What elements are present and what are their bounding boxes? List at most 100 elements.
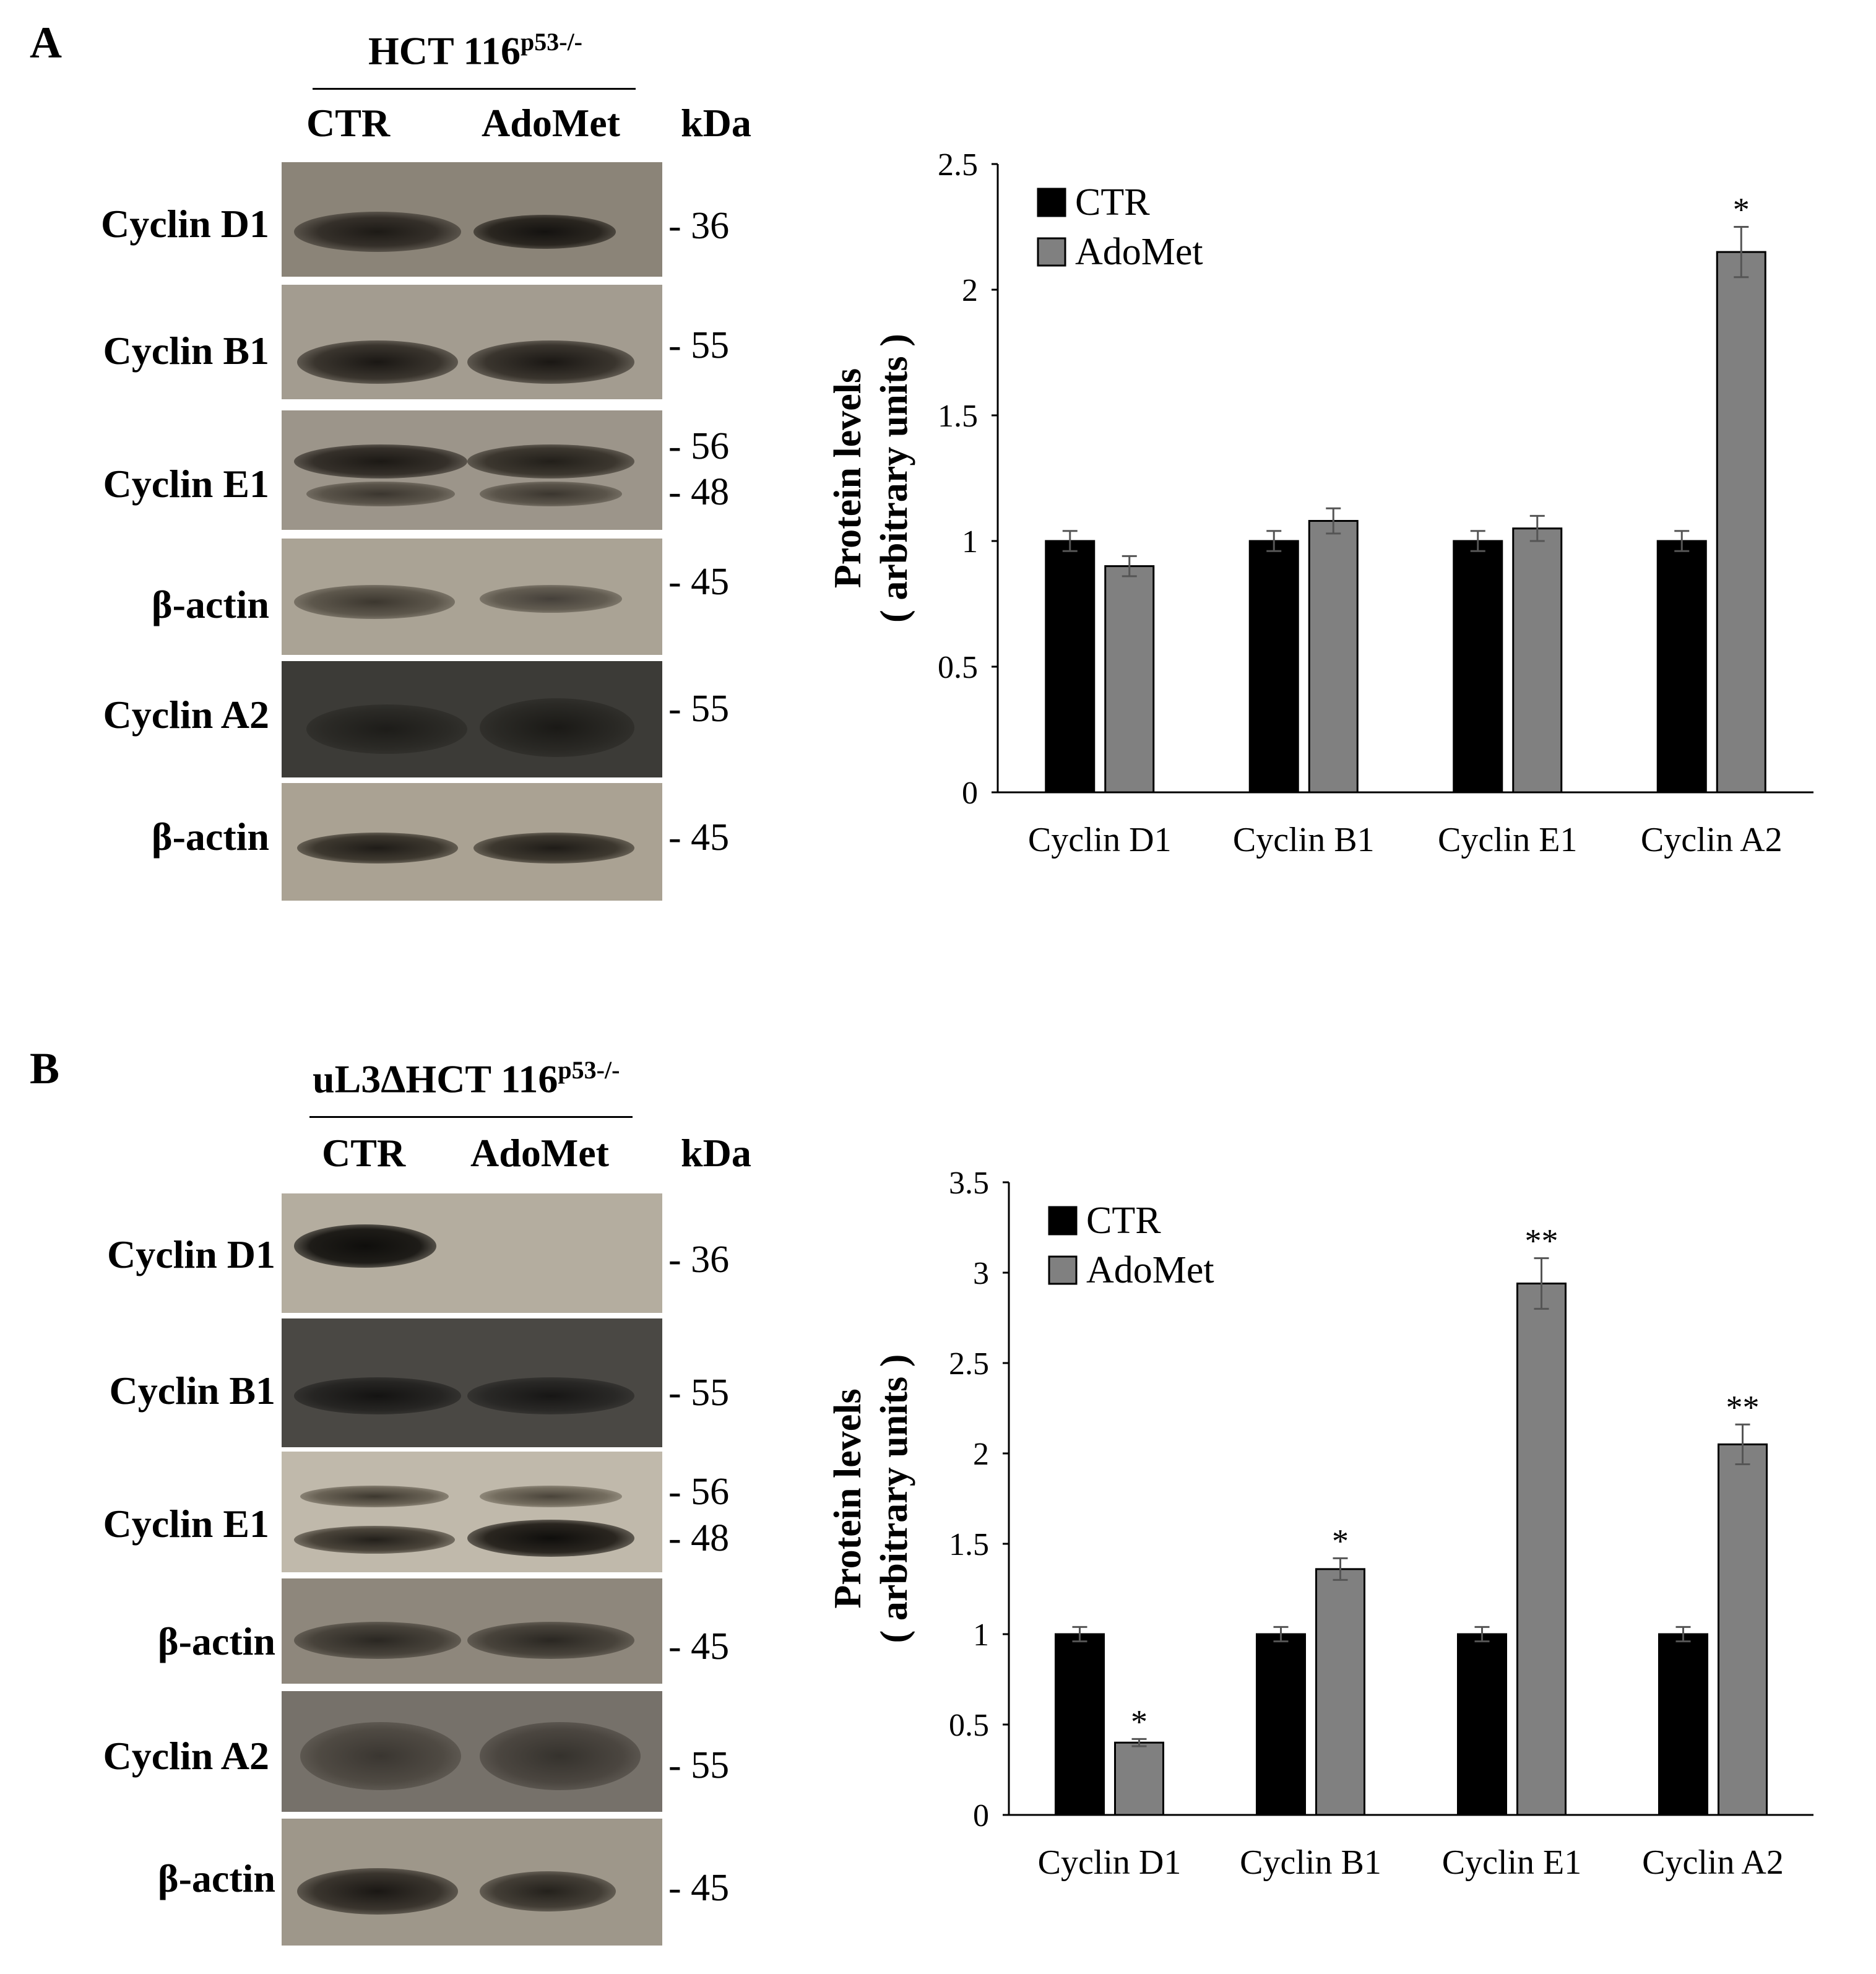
x-tick-label: Cyclin E1 <box>1438 821 1578 859</box>
kda-marker: - 36 <box>668 205 730 247</box>
x-tick-label: Cyclin A2 <box>1641 821 1783 859</box>
blot-image <box>282 539 662 655</box>
band <box>467 1377 634 1414</box>
blot-label: Cyclin D1 <box>101 202 269 246</box>
significance-marker: ** <box>1726 1388 1760 1426</box>
significance-marker: * <box>1131 1703 1148 1740</box>
blot-image <box>282 1318 662 1447</box>
kda-marker: - 36 <box>668 1239 730 1281</box>
band <box>473 215 616 249</box>
band <box>467 340 634 384</box>
bar-adomet-cyclin-b1 <box>1315 1568 1365 1816</box>
legend-swatch-adomet <box>1037 237 1066 267</box>
band <box>300 1722 461 1790</box>
band <box>473 833 634 864</box>
kda-header: kDa <box>681 1131 751 1175</box>
bar-adomet-cyclin-a2 <box>1716 251 1766 794</box>
band <box>480 698 634 757</box>
band <box>294 444 467 478</box>
bar-ctr-cyclin-b1 <box>1248 540 1299 794</box>
band <box>480 585 622 613</box>
bar-adomet-cyclin-b1 <box>1308 520 1359 794</box>
blot-label: Cyclin A2 <box>103 1734 269 1778</box>
y-tick-label: 2 <box>973 1437 989 1472</box>
cell-line-name: HCT 116 <box>368 28 521 73</box>
legend-swatch-ctr <box>1037 188 1066 217</box>
blot-label: Cyclin B1 <box>109 1369 275 1413</box>
band <box>294 1622 461 1659</box>
legend-label-ctr: CTR <box>1086 1200 1161 1242</box>
blot-label: β-actin <box>151 582 269 626</box>
y-tick-label: 2.5 <box>938 147 978 183</box>
y-tick-label: 0 <box>973 1798 989 1833</box>
blot-image <box>282 1452 662 1572</box>
blot-image <box>282 1193 662 1313</box>
panel-letter-b: B <box>30 1044 60 1093</box>
significance-marker: ** <box>1525 1223 1558 1260</box>
y-tick-label: 3.5 <box>949 1166 989 1201</box>
band <box>480 482 622 506</box>
blot-label: β-actin <box>157 1619 275 1663</box>
x-tick-label: Cyclin B1 <box>1233 821 1375 859</box>
cell-line-name: uL3ΔHCT 116 <box>313 1057 558 1101</box>
band <box>480 1871 616 1911</box>
y-tick-label: 0 <box>962 776 978 811</box>
cell-line-rule <box>309 1116 633 1118</box>
kda-marker: - 55 <box>668 1744 730 1786</box>
y-tick-label: 0.5 <box>938 650 978 685</box>
band <box>467 1520 634 1557</box>
y-tick-label: 1 <box>962 524 978 560</box>
kda-marker: - 48 <box>668 1517 730 1559</box>
legend-swatch-ctr <box>1048 1206 1078 1236</box>
band <box>297 1868 458 1915</box>
bar-adomet-cyclin-a2 <box>1718 1443 1768 1816</box>
x-tick-label: Cyclin A2 <box>1642 1843 1784 1882</box>
band <box>294 1526 455 1554</box>
cell-line-title-b: uL3ΔHCT 116p53-/- <box>313 1055 620 1102</box>
blot-image <box>282 661 662 777</box>
cell-line-title-a: HCT 116p53-/- <box>368 27 582 74</box>
blot-label: Cyclin B1 <box>103 329 269 373</box>
band <box>467 444 634 478</box>
kda-marker: - 45 <box>668 1626 730 1668</box>
kda-marker: - 48 <box>668 471 730 513</box>
y-axis-title-line1: Protein levels <box>827 368 869 588</box>
blot-image <box>282 285 662 399</box>
column-header-adomet: AdoMet <box>470 1131 609 1175</box>
band <box>480 1722 641 1790</box>
legend-label-adomet: AdoMet <box>1075 231 1203 273</box>
blot-image <box>282 410 662 530</box>
bar-chart-a: 0 0.5 1 1.5 2 2.5 Protein levels( arbitrary un… <box>827 147 1813 859</box>
blot-label: Cyclin A2 <box>103 693 269 737</box>
bar-ctr-cyclin-e1 <box>1457 1633 1507 1816</box>
band <box>297 833 458 864</box>
bar-ctr-cyclin-a2 <box>1658 1633 1708 1816</box>
kda-marker: - 56 <box>668 425 730 467</box>
bar-ctr-cyclin-b1 <box>1256 1633 1306 1816</box>
blot-image <box>282 1691 662 1812</box>
blot-label: Cyclin D1 <box>107 1232 275 1276</box>
band <box>297 340 458 384</box>
band <box>306 482 455 506</box>
column-header-adomet: AdoMet <box>482 101 620 145</box>
bar-chart-b: 0 0.5 1 1.5 2 2.5 3 3.5 Protein levels( arbitrar… <box>827 1166 1813 1882</box>
blot-image <box>282 1819 662 1946</box>
bar-adomet-cyclin-e1 <box>1516 1283 1567 1816</box>
x-tick-label: Cyclin D1 <box>1028 821 1172 859</box>
kda-marker: - 55 <box>668 324 730 366</box>
kda-marker: - 45 <box>668 561 730 603</box>
column-header-ctr: CTR <box>322 1131 406 1175</box>
x-tick-label: Cyclin D1 <box>1038 1843 1182 1882</box>
kda-marker: - 45 <box>668 816 730 859</box>
significance-marker: * <box>1332 1522 1349 1559</box>
y-tick-label: 1 <box>973 1617 989 1653</box>
bar-adomet-cyclin-d1 <box>1104 565 1155 794</box>
band <box>306 704 467 754</box>
column-header-ctr: CTR <box>306 101 391 145</box>
kda-marker: - 55 <box>668 688 730 730</box>
bar-adomet-cyclin-e1 <box>1512 527 1563 794</box>
legend-label-ctr: CTR <box>1075 181 1150 223</box>
x-tick-label: Cyclin E1 <box>1442 1843 1582 1882</box>
y-tick-label: 2.5 <box>949 1346 989 1382</box>
bar-adomet-cyclin-d1 <box>1114 1741 1164 1816</box>
